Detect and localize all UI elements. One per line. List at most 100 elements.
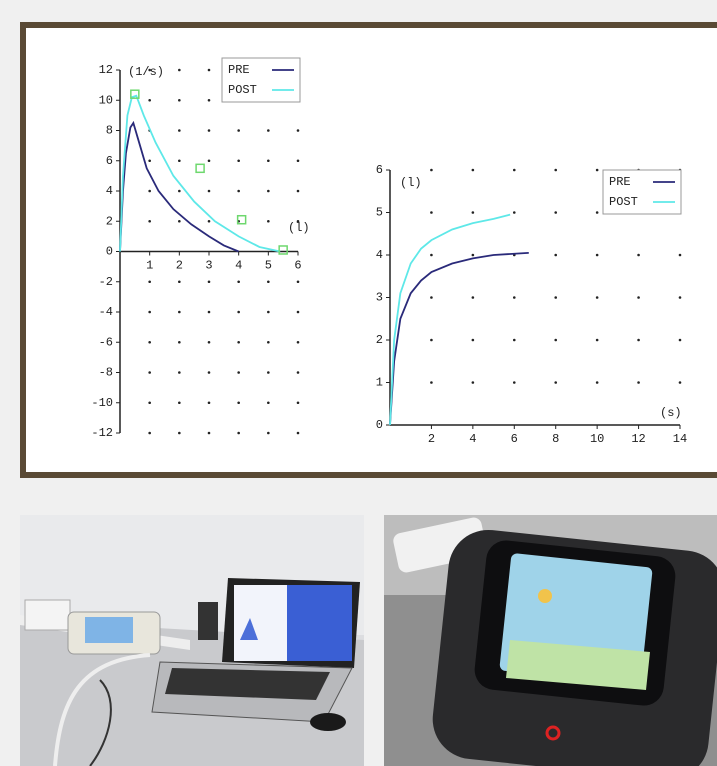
x-tick-label: 4 <box>235 259 242 273</box>
grid-dot <box>554 339 557 342</box>
grid-dot <box>237 129 240 132</box>
grid-dot <box>267 432 270 435</box>
grid-dot <box>208 371 211 374</box>
grid-dot <box>148 159 151 162</box>
grid-dot <box>472 339 475 342</box>
grid-dot <box>237 280 240 283</box>
grid-dot <box>297 129 300 132</box>
grid-dot <box>637 296 640 299</box>
y-tick-label: 10 <box>99 93 113 107</box>
grid-dot <box>178 99 181 102</box>
x-tick-label: 5 <box>265 259 272 273</box>
y-tick-label: 6 <box>376 163 383 177</box>
grid-dot <box>148 99 151 102</box>
grid-dot <box>237 341 240 344</box>
grid-dot <box>208 432 211 435</box>
grid-dot <box>237 159 240 162</box>
legend-label: PRE <box>228 63 250 77</box>
grid-dot <box>208 69 211 72</box>
grid-dot <box>267 401 270 404</box>
photo-spirometer <box>20 515 364 766</box>
grid-dot <box>513 169 516 172</box>
x-tick-label: 4 <box>469 432 476 446</box>
x-tick-label: 2 <box>176 259 183 273</box>
y-tick-label: -2 <box>99 275 113 289</box>
legend-label: POST <box>228 83 257 97</box>
x-axis-label: (l) <box>288 221 310 235</box>
grid-dot <box>208 311 211 314</box>
y-tick-label: -8 <box>99 366 113 380</box>
grid-dot <box>208 190 211 193</box>
grid-dot <box>679 296 682 299</box>
y-tick-label: 6 <box>106 154 113 168</box>
grid-dot <box>267 371 270 374</box>
grid-dot <box>237 190 240 193</box>
grid-dot <box>679 381 682 384</box>
grid-dot <box>148 311 151 314</box>
grid-dot <box>430 211 433 214</box>
grid-dot <box>297 371 300 374</box>
grid-dot <box>596 211 599 214</box>
grid-dot <box>554 169 557 172</box>
grid-dot <box>148 371 151 374</box>
grid-dot <box>237 371 240 374</box>
grid-dot <box>596 169 599 172</box>
y-tick-label: 4 <box>376 248 383 262</box>
grid-dot <box>178 129 181 132</box>
y-tick-label: 4 <box>106 184 113 198</box>
y-tick-label: 5 <box>376 206 383 220</box>
grid-dot <box>267 311 270 314</box>
grid-dot <box>208 159 211 162</box>
grid-dot <box>513 339 516 342</box>
grid-dot <box>430 381 433 384</box>
grid-dot <box>267 159 270 162</box>
grid-dot <box>637 254 640 257</box>
grid-dot <box>513 211 516 214</box>
y-tick-label: -10 <box>91 396 113 410</box>
grid-dot <box>554 381 557 384</box>
y-tick-label: -12 <box>91 426 113 440</box>
grid-dot <box>554 296 557 299</box>
grid-dot <box>178 280 181 283</box>
grid-dot <box>208 129 211 132</box>
x-tick-label: 6 <box>294 259 301 273</box>
grid-dot <box>178 190 181 193</box>
x-tick-label: 6 <box>511 432 518 446</box>
y-tick-label: 2 <box>376 333 383 347</box>
grid-dot <box>267 341 270 344</box>
grid-dot <box>208 401 211 404</box>
grid-dot <box>148 432 151 435</box>
grid-dot <box>472 169 475 172</box>
grid-dot <box>596 339 599 342</box>
grid-dot <box>596 381 599 384</box>
grid-dot <box>267 190 270 193</box>
y-tick-label: 12 <box>99 63 113 77</box>
photo-niox-device <box>384 515 717 766</box>
grid-dot <box>472 254 475 257</box>
x-tick-label: 1 <box>146 259 153 273</box>
x-tick-label: 12 <box>631 432 645 446</box>
grid-dot <box>472 296 475 299</box>
grid-dot <box>472 211 475 214</box>
grid-dot <box>554 254 557 257</box>
x-tick-label: 3 <box>205 259 212 273</box>
grid-dot <box>554 211 557 214</box>
grid-dot <box>596 254 599 257</box>
grid-dot <box>637 381 640 384</box>
grid-dot <box>430 296 433 299</box>
y-tick-label: -4 <box>99 305 113 319</box>
grid-dot <box>148 220 151 223</box>
y-axis-label: (1/s) <box>128 65 164 79</box>
grid-dot <box>178 220 181 223</box>
grid-dot <box>237 432 240 435</box>
page: -12-10-8-6-4-2024681012123456(1/s)(l)PRE… <box>0 0 717 766</box>
y-tick-label: 2 <box>106 214 113 228</box>
grid-dot <box>148 190 151 193</box>
grid-dot <box>637 339 640 342</box>
grid-dot <box>208 341 211 344</box>
legend-label: POST <box>609 195 638 209</box>
grid-dot <box>297 341 300 344</box>
grid-dot <box>297 432 300 435</box>
grid-dot <box>178 311 181 314</box>
grid-dot <box>267 280 270 283</box>
